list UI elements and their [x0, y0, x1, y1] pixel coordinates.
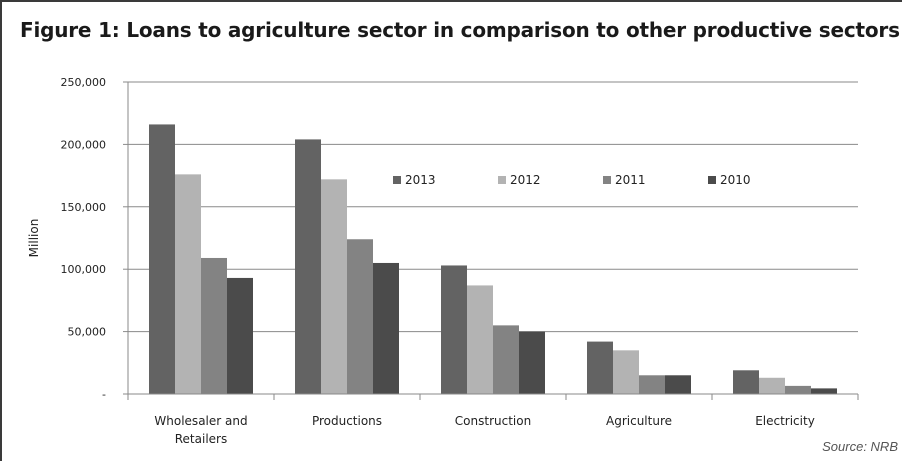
legend-swatch-2013 [393, 176, 401, 184]
bar-2010 [373, 262, 399, 394]
y-tick-label: 200,000 [61, 138, 107, 151]
bar-2013 [149, 124, 175, 394]
bar-2012 [759, 377, 785, 394]
bar-2013 [441, 265, 467, 394]
y-tick-label: 50,000 [68, 326, 107, 339]
x-category-label: Wholesaler and [154, 414, 247, 428]
bar-2010 [519, 331, 545, 394]
frame-left-border [0, 0, 2, 461]
x-category-label: Agriculture [606, 414, 672, 428]
bar-2012 [175, 174, 201, 394]
y-axis-title: Million [27, 219, 41, 258]
legend-swatch-2010 [708, 176, 716, 184]
legend-swatch-2012 [498, 176, 506, 184]
y-tick-label: 150,000 [61, 201, 107, 214]
bar-2013 [733, 370, 759, 394]
bar-2013 [587, 341, 613, 394]
legend: 2013 2012 2011 2010 [393, 173, 751, 187]
bar-2011 [785, 385, 811, 394]
bars [149, 124, 837, 394]
y-tick-label: - [102, 388, 106, 401]
bar-2011 [493, 325, 519, 394]
bar-2012 [613, 350, 639, 394]
x-category-label: Electricity [755, 414, 815, 428]
bar-2011 [347, 239, 373, 394]
source-note: Source: NRB [822, 439, 898, 454]
frame-top-border [0, 0, 902, 2]
legend-label-2010: 2010 [720, 173, 751, 187]
bar-2011 [201, 257, 227, 394]
legend-swatch-2011 [603, 176, 611, 184]
axes: Million - 50,000 100,000 150,000 200,000 250,… [27, 76, 859, 446]
legend-label-2012: 2012 [510, 173, 541, 187]
figure-title: Figure 1: Loans to agriculture sector in… [20, 18, 900, 42]
bar-2010 [665, 375, 691, 394]
legend-label-2011: 2011 [615, 173, 646, 187]
x-category-label: Retailers [175, 432, 227, 446]
bar-2011 [639, 375, 665, 394]
bar-2010 [811, 388, 837, 394]
y-tick-label: 100,000 [61, 263, 107, 276]
y-tick-label: 250,000 [61, 76, 107, 89]
bar-2012 [321, 179, 347, 394]
x-category-label: Construction [455, 414, 531, 428]
bar-2013 [295, 139, 321, 394]
x-category-label: Productions [312, 414, 382, 428]
legend-label-2013: 2013 [405, 173, 436, 187]
bar-2010 [227, 277, 253, 394]
bar-2012 [467, 285, 493, 394]
